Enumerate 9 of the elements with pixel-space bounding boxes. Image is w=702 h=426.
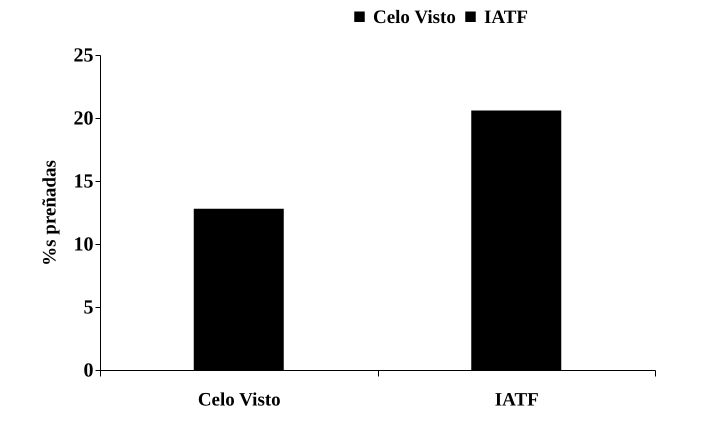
y-tick-label: 25 — [74, 44, 94, 66]
y-tick-label: 20 — [74, 108, 94, 130]
y-tick-label: 10 — [74, 234, 94, 256]
legend-label: IATF — [484, 6, 528, 28]
y-tick-label: 15 — [74, 170, 94, 192]
y-tick-label: 5 — [84, 296, 94, 318]
legend-label: Celo Visto — [373, 6, 456, 28]
y-axis-title: %s preñadas — [40, 160, 60, 266]
y-tick-label: 0 — [84, 360, 94, 382]
